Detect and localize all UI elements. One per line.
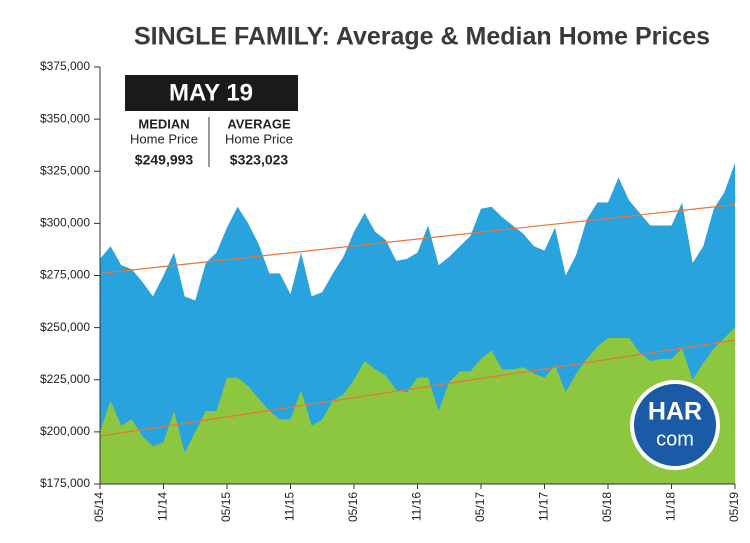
y-tick-label: $175,000 — [40, 476, 90, 490]
x-tick-label: 05/14 — [92, 492, 106, 522]
x-tick-label: 11/17 — [537, 492, 551, 521]
x-tick-label: 11/14 — [156, 492, 170, 521]
overlay: MAY 19 MEDIAN Home Price $249,993 AVERAG… — [125, 75, 720, 470]
median-sub: Home Price — [130, 131, 198, 146]
trend-line — [99, 339, 736, 437]
median-value: $249,993 — [135, 152, 194, 168]
y-tick-label: $375,000 — [40, 59, 90, 73]
logo-bottom: com — [656, 428, 694, 450]
x-tick-label: 05/15 — [219, 492, 233, 522]
average-sub: Home Price — [225, 131, 293, 146]
average-value: $323,023 — [230, 152, 289, 168]
chart-title: SINGLE FAMILY: Average & Median Home Pri… — [134, 23, 710, 51]
y-tick-label: $200,000 — [40, 424, 90, 438]
trend-line — [99, 204, 736, 275]
logo-top: HAR — [648, 398, 702, 426]
y-tick-label: $225,000 — [40, 372, 90, 386]
info-box-title: MAY 19 — [169, 79, 253, 106]
y-tick-label: $275,000 — [40, 268, 90, 282]
y-tick-label: $250,000 — [40, 320, 90, 334]
y-tick-label: $325,000 — [40, 163, 90, 177]
x-tick-label: 05/17 — [473, 492, 487, 522]
plot-area: $175,000 $200,000 $225,000 $250,000 $275,000… — [40, 59, 741, 522]
x-tick-label: 11/16 — [410, 492, 424, 521]
y-tick-label: $350,000 — [40, 111, 90, 125]
x-tick-label: 11/18 — [664, 492, 678, 521]
x-tick-label: 11/15 — [283, 492, 297, 521]
x-tick-label: 05/18 — [600, 492, 614, 522]
x-tick-label: 05/19 — [727, 492, 741, 522]
median-label: MEDIAN — [138, 116, 189, 131]
logo — [630, 380, 720, 470]
info-box-header — [125, 75, 298, 111]
average-label: AVERAGE — [227, 116, 291, 131]
y-tick-label: $300,000 — [40, 216, 90, 230]
x-tick-label: 05/16 — [346, 492, 360, 522]
area — [100, 327, 735, 484]
